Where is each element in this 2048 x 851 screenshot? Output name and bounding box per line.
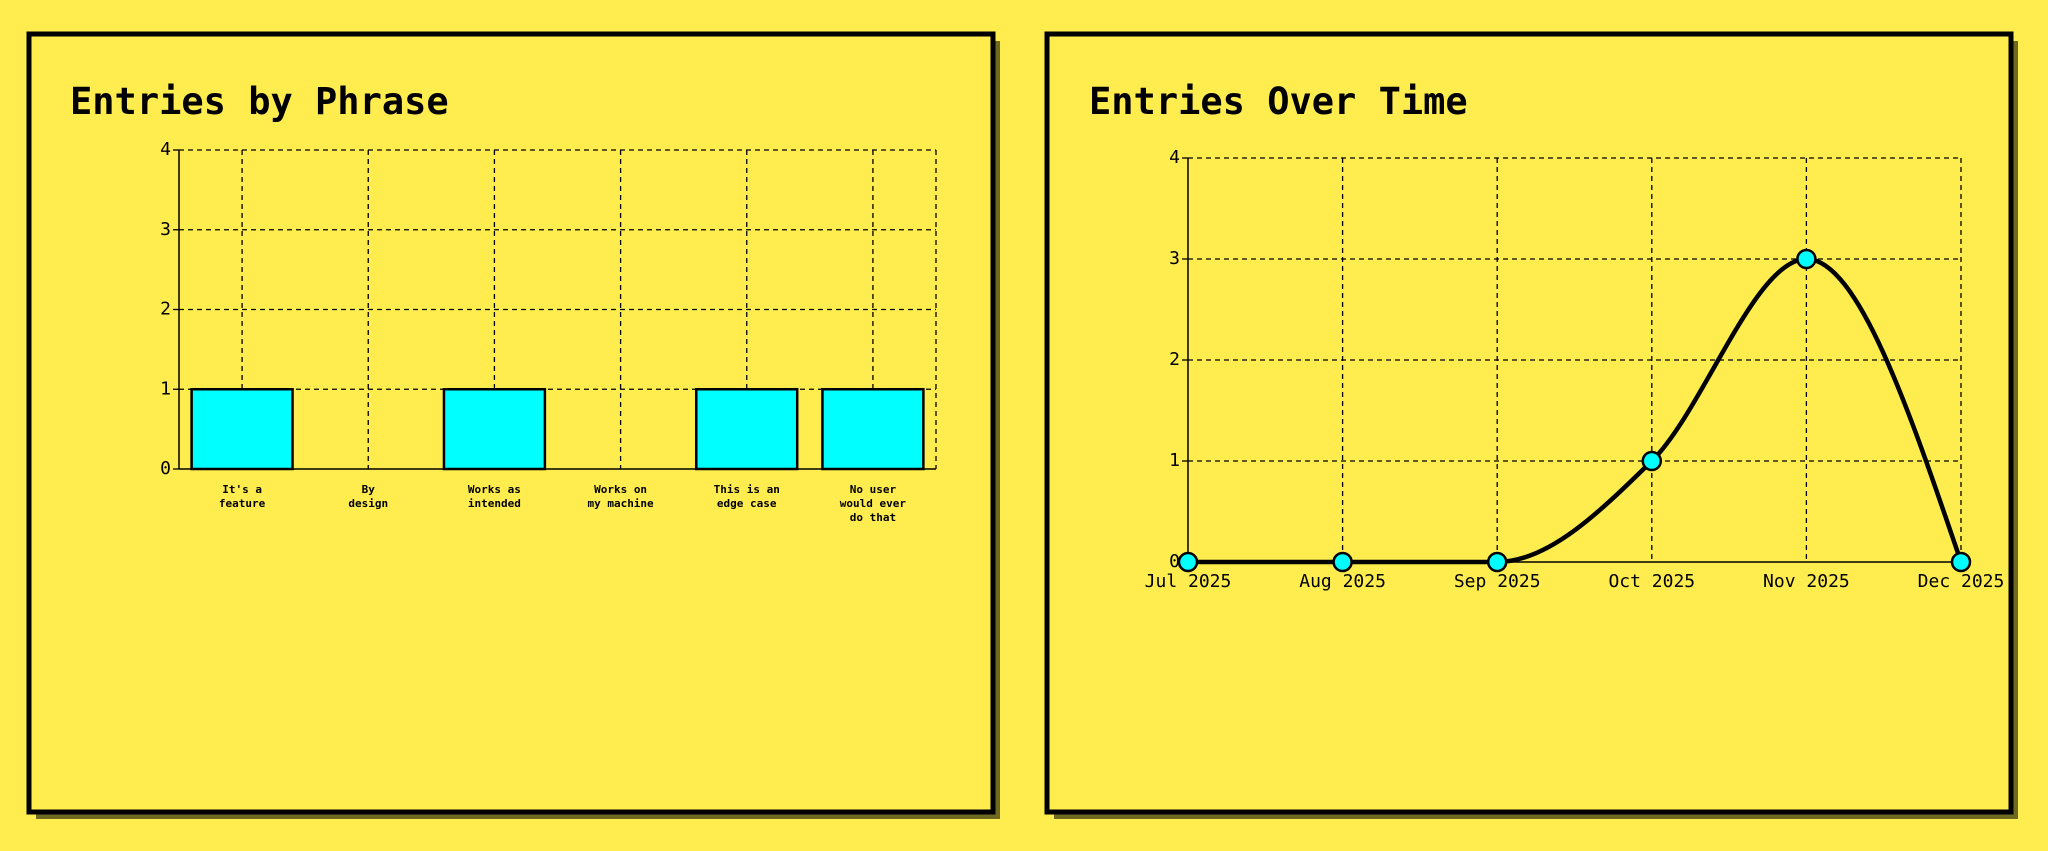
x-tick-label: Oct 2025 bbox=[1608, 571, 1695, 592]
point bbox=[1177, 551, 1199, 573]
x-tick-label-box: No user would ever do that bbox=[839, 483, 907, 524]
y-tick-label: 0 bbox=[1169, 551, 1180, 572]
x-tick-label-box: It's a feature bbox=[218, 483, 266, 510]
point bbox=[1950, 551, 1972, 573]
chart-title: Entries by Phrase bbox=[70, 80, 449, 123]
bar bbox=[821, 388, 925, 471]
x-tick-label: It's a feature bbox=[218, 483, 266, 510]
x-tick-label-box: Works on my machine bbox=[587, 483, 654, 510]
point bbox=[1641, 450, 1663, 472]
y-tick-label: 2 bbox=[1169, 349, 1180, 370]
x-tick-label: By design bbox=[348, 483, 389, 510]
x-tick-label: This is an edge case bbox=[713, 483, 780, 510]
x-tick-label: Works as intended bbox=[467, 483, 521, 510]
x-tick-label: Works on my machine bbox=[587, 483, 654, 510]
chart-title: Entries Over Time bbox=[1089, 80, 1468, 123]
y-tick-label: 4 bbox=[1169, 147, 1180, 168]
x-tick-label: Nov 2025 bbox=[1763, 571, 1850, 592]
y-tick-label: 0 bbox=[160, 458, 171, 479]
x-tick-label-box: This is an edge case bbox=[713, 483, 780, 510]
y-tick-label: 2 bbox=[160, 299, 171, 320]
y-tick-label: 1 bbox=[1169, 450, 1180, 471]
bar bbox=[695, 388, 799, 471]
x-tick-label: Jul 2025 bbox=[1145, 571, 1232, 592]
y-tick-label: 3 bbox=[160, 219, 171, 240]
y-tick-label: 1 bbox=[160, 378, 171, 399]
y-tick-label: 3 bbox=[1169, 248, 1180, 269]
bar bbox=[190, 388, 294, 471]
x-tick-label-box: By design bbox=[348, 483, 389, 510]
point bbox=[1332, 551, 1353, 573]
x-tick-label-box: Works as intended bbox=[467, 483, 521, 510]
panel bbox=[1044, 31, 2014, 815]
x-tick-label: No user would ever do that bbox=[839, 483, 907, 524]
point bbox=[1796, 248, 1817, 270]
x-tick-label: Dec 2025 bbox=[1918, 571, 2005, 592]
bar bbox=[442, 388, 547, 471]
x-tick-label: Sep 2025 bbox=[1454, 571, 1541, 592]
y-tick-label: 4 bbox=[160, 139, 171, 160]
x-tick-label: Aug 2025 bbox=[1299, 571, 1386, 592]
point bbox=[1486, 551, 1508, 573]
